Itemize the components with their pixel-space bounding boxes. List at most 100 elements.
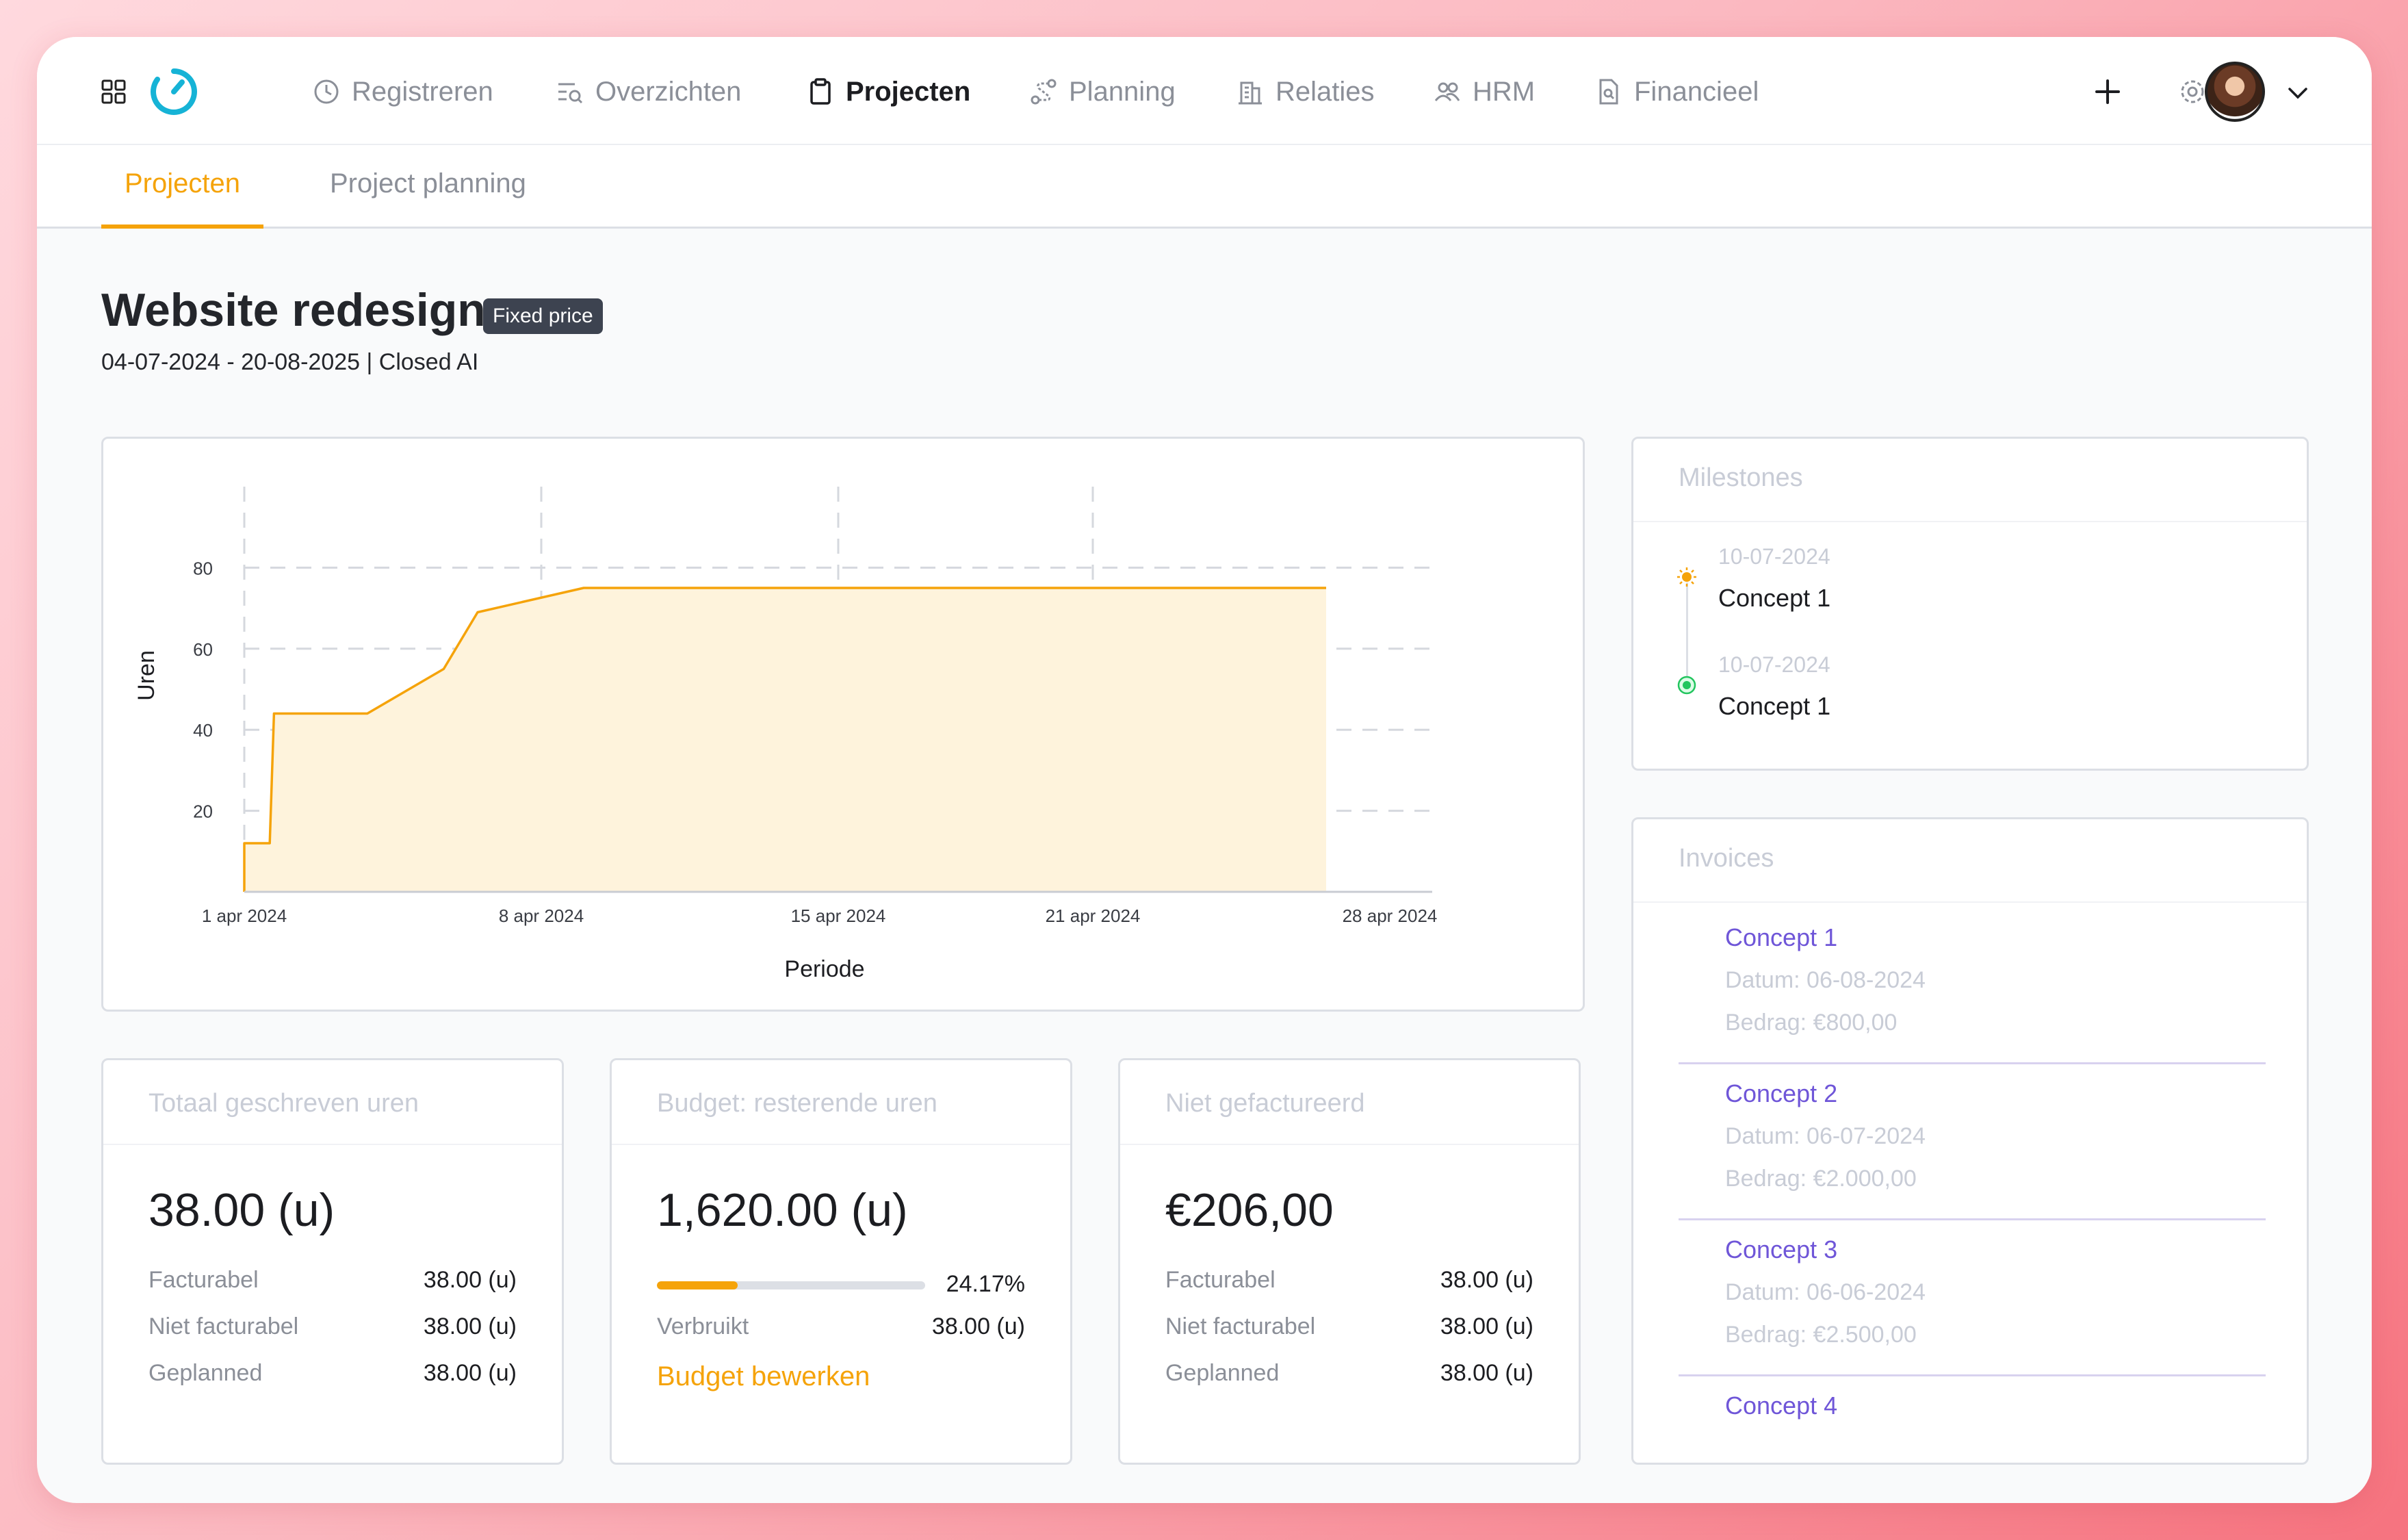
invoice-name[interactable]: Concept 3 [1725, 1235, 1838, 1263]
invoice-item[interactable]: Concept 3 Datum: 06-06-2024 Bedrag: €2.5… [1679, 1220, 2266, 1376]
tab-projecten[interactable]: Projecten [101, 163, 263, 229]
stat-value: 1,620.00 (u) [657, 1184, 908, 1236]
stat-value: €206,00 [1165, 1184, 1334, 1236]
user-avatar[interactable] [2205, 62, 2265, 122]
budget-card: Budget: resterende uren 1,620.00 (u) 24.… [610, 1058, 1072, 1465]
milestone-name[interactable]: Concept 1 [1718, 692, 1831, 720]
top-navigation: Registreren Overzichten Projecten Planni… [37, 37, 2372, 145]
x-tick-label: 1 apr 2024 [202, 906, 287, 926]
row-label: Niet facturabel [148, 1313, 299, 1339]
x-tick-label: 8 apr 2024 [499, 906, 584, 926]
stat-title: Budget: resterende uren [657, 1089, 937, 1118]
unbilled-card: Niet gefactureerd €206,00 Facturabel 38.… [1118, 1058, 1581, 1465]
invoice-item[interactable]: Concept 4 [1679, 1376, 2266, 1463]
milestone-timeline [1686, 582, 1688, 692]
file-search-icon [1599, 79, 1618, 105]
x-tick-label: 28 apr 2024 [1343, 906, 1438, 926]
clock-icon [314, 79, 339, 104]
budget-progress-bar [657, 1281, 925, 1289]
chevron-down-icon[interactable] [2286, 81, 2310, 105]
nav-item-hrm[interactable]: HRM [1433, 71, 1535, 112]
nav-label: Planning [1069, 76, 1176, 107]
invoice-name[interactable]: Concept 1 [1725, 923, 1838, 951]
row-value: 38.00 (u) [423, 1360, 517, 1386]
building-icon [1239, 81, 1262, 105]
y-tick-label: 60 [193, 639, 213, 660]
nav-item-projecten[interactable]: Projecten [806, 71, 970, 112]
nav-label: Financieel [1634, 76, 1759, 107]
stat-title: Niet gefactureerd [1165, 1089, 1365, 1118]
row-label: Geplanned [148, 1360, 263, 1386]
budget-progress-label: 24.17% [946, 1271, 1025, 1297]
milestone-date: 10-07-2024 [1718, 652, 1830, 677]
nav-item-financieel[interactable]: Financieel [1594, 71, 1759, 112]
row-value: 38.00 (u) [931, 1313, 1025, 1339]
milestone-name[interactable]: Concept 1 [1718, 584, 1831, 612]
invoice-amount: Bedrag: €2.500,00 [1725, 1322, 1917, 1348]
project-title: Website redesign [101, 284, 486, 336]
budget-progress-fill [657, 1281, 738, 1289]
add-icon[interactable] [2091, 75, 2124, 108]
divider [1633, 901, 2307, 903]
app-window: Registreren Overzichten Projecten Planni… [37, 37, 2372, 1503]
x-tick-label: 21 apr 2024 [1046, 906, 1141, 926]
nav-item-registreren[interactable]: Registreren [312, 71, 493, 112]
row-label: Geplanned [1165, 1360, 1280, 1386]
row-value: 38.00 (u) [1440, 1360, 1533, 1386]
hours-area [244, 588, 1326, 892]
row-value: 38.00 (u) [423, 1267, 517, 1293]
invoice-amount: Bedrag: €800,00 [1725, 1010, 1898, 1036]
invoice-item[interactable]: Concept 2 Datum: 06-07-2024 Bedrag: €2.0… [1679, 1064, 2266, 1220]
row-label: Facturabel [148, 1267, 259, 1293]
row-label: Verbruikt [657, 1313, 749, 1339]
divider [103, 1144, 562, 1145]
nav-item-relaties[interactable]: Relaties [1236, 71, 1375, 112]
row-value: 38.00 (u) [423, 1313, 517, 1339]
users-icon [1434, 82, 1460, 101]
clipboard-icon [810, 78, 831, 105]
nav-item-overzichten[interactable]: Overzichten [556, 71, 741, 112]
y-tick-label: 20 [193, 801, 213, 822]
y-axis-label: Uren [133, 650, 159, 701]
divider [1633, 521, 2307, 522]
total-hours-card: Totaal geschreven uren 38.00 (u) Factura… [101, 1058, 564, 1465]
invoice-amount: Bedrag: €2.000,00 [1725, 1166, 1917, 1192]
pricing-badge: Fixed price [483, 298, 603, 334]
invoice-date: Datum: 06-07-2024 [1725, 1123, 1926, 1149]
apps-grid-icon[interactable] [101, 79, 126, 104]
divider [612, 1144, 1070, 1145]
hours-line [243, 587, 1326, 892]
invoice-name[interactable]: Concept 2 [1725, 1079, 1838, 1107]
x-tick-label: 15 apr 2024 [791, 906, 886, 926]
milestones-card: Milestones 10-07-2024 Concept 1 10-07-20… [1631, 437, 2309, 771]
divider [1120, 1144, 1579, 1145]
nav-label: Relaties [1276, 76, 1375, 107]
nav-item-planning[interactable]: Planning [1029, 71, 1176, 112]
invoices-title: Invoices [1679, 844, 1774, 873]
sub-tabs: Projecten Project planning [37, 145, 2372, 229]
nav-label: Overzichten [595, 76, 742, 107]
nav-label: HRM [1473, 76, 1536, 107]
logo-icon[interactable] [148, 66, 200, 118]
row-label: Niet facturabel [1165, 1313, 1316, 1339]
stat-value: 38.00 (u) [148, 1184, 335, 1236]
y-tick-label: 80 [193, 558, 213, 578]
tab-project-planning[interactable]: Project planning [330, 168, 526, 198]
milestone-date: 10-07-2024 [1718, 544, 1830, 569]
edit-budget-link[interactable]: Budget bewerken [657, 1361, 870, 1391]
invoices-card: Invoices Concept 1 Datum: 06-08-2024 Bed… [1631, 817, 2309, 1465]
x-axis-label: Periode [784, 956, 864, 982]
list-search-icon [558, 83, 583, 104]
project-subtitle: 04-07-2024 - 20-08-2025 | Closed AI [101, 349, 479, 375]
nav-label: Projecten [846, 76, 971, 107]
invoice-item[interactable]: Concept 1 Datum: 06-08-2024 Bedrag: €800… [1679, 908, 2266, 1064]
invoice-date: Datum: 06-06-2024 [1725, 1279, 1926, 1305]
route-icon [1031, 79, 1057, 105]
hours-chart: 20 40 60 80 1 apr 2024 8 apr 2024 15 apr 2024 2… [133, 487, 1438, 982]
invoice-date: Datum: 06-08-2024 [1725, 967, 1926, 993]
gear-icon[interactable] [2177, 77, 2208, 107]
row-value: 38.00 (u) [1440, 1313, 1533, 1339]
sun-status-icon [1677, 567, 1696, 587]
check-status-icon [1677, 676, 1696, 695]
invoice-name[interactable]: Concept 4 [1725, 1391, 1838, 1420]
